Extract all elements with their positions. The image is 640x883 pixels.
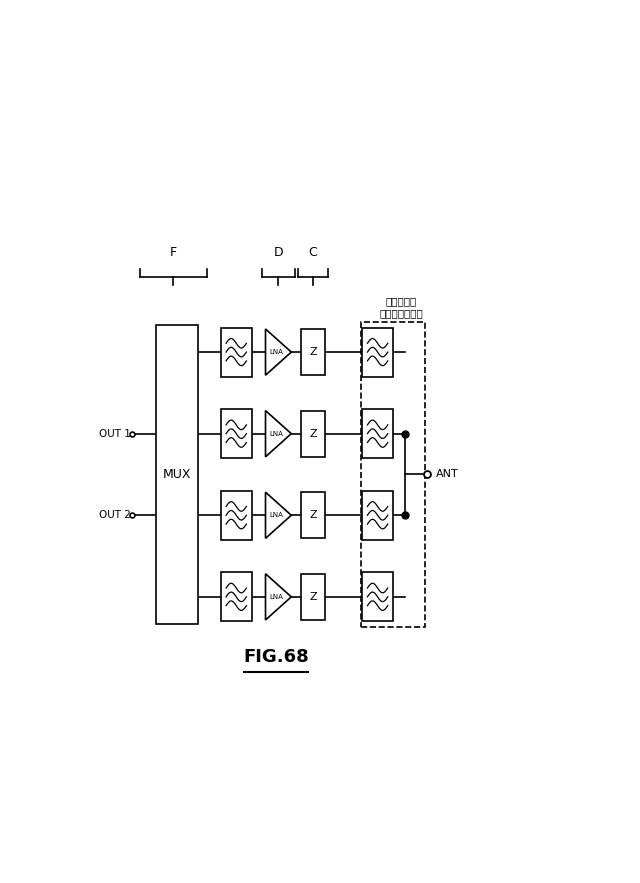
Bar [221, 409, 252, 458]
Bar [301, 329, 325, 375]
Bar [362, 491, 393, 540]
Polygon shape [266, 329, 291, 375]
Text: FIG.68: FIG.68 [243, 648, 308, 666]
Text: Z: Z [309, 428, 317, 439]
Text: LNA: LNA [269, 431, 284, 437]
Polygon shape [266, 411, 291, 457]
Bar [361, 322, 425, 627]
Bar [301, 574, 325, 620]
Text: LNA: LNA [269, 594, 284, 600]
Text: MUX: MUX [163, 468, 191, 481]
Bar [221, 572, 252, 622]
Text: LNA: LNA [269, 512, 284, 518]
Text: フィルタ／: フィルタ／ [386, 296, 417, 306]
Bar [362, 328, 393, 376]
Bar [362, 409, 393, 458]
Text: ANT: ANT [436, 470, 459, 479]
Text: F: F [170, 246, 177, 259]
Text: LNA: LNA [269, 349, 284, 355]
Text: C: C [308, 246, 317, 259]
Text: D: D [273, 246, 284, 259]
Bar [362, 572, 393, 622]
Text: OUT 2: OUT 2 [99, 510, 131, 520]
Text: マルチプレクサ: マルチプレクサ [380, 308, 423, 318]
Bar [301, 411, 325, 457]
Text: OUT 1: OUT 1 [99, 428, 131, 439]
Bar [301, 492, 325, 539]
Text: Z: Z [309, 510, 317, 520]
Bar [221, 328, 252, 376]
Polygon shape [266, 574, 291, 620]
Text: Z: Z [309, 592, 317, 602]
Bar [156, 325, 198, 624]
Bar [221, 491, 252, 540]
Polygon shape [266, 492, 291, 539]
Text: Z: Z [309, 347, 317, 357]
